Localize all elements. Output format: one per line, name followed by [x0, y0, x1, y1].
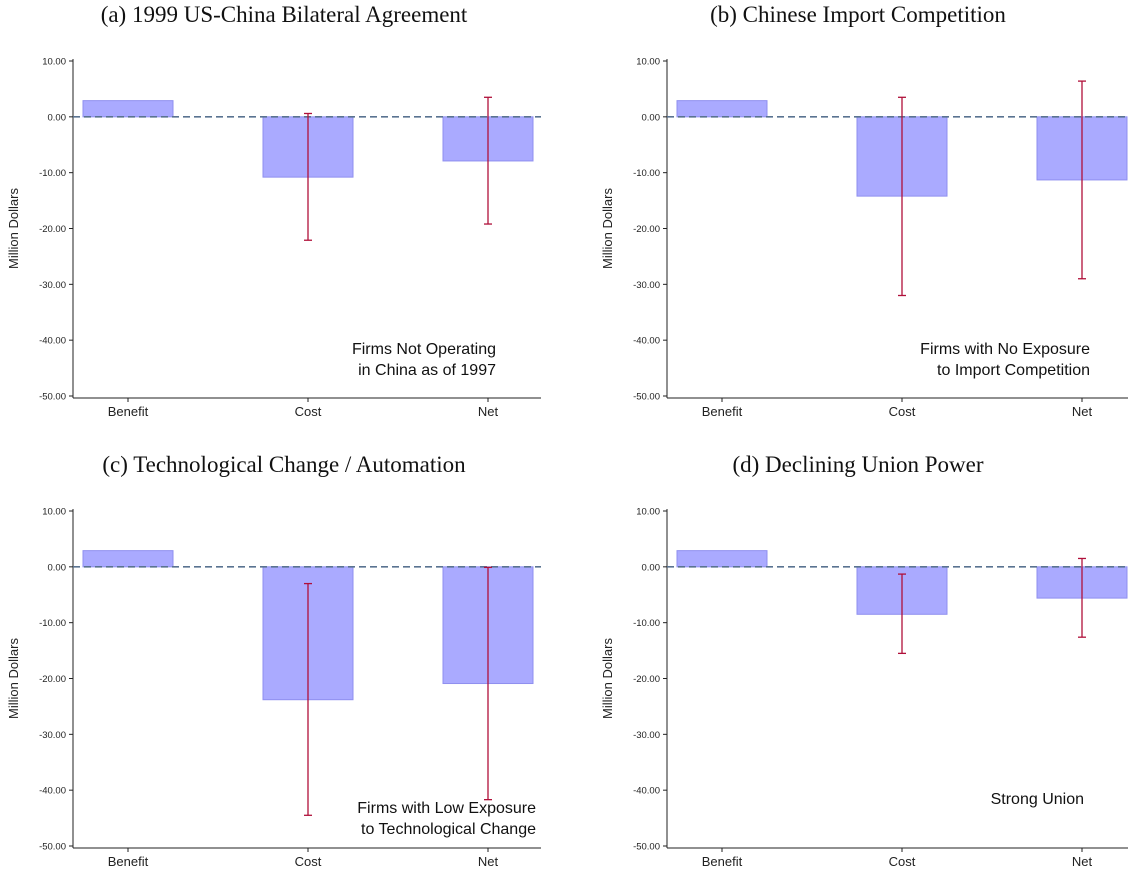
panel-d-y-tick-label: 0.00 [642, 562, 661, 573]
panel-c-y-tick-label: 0.00 [48, 562, 67, 573]
panel-b-y-tick-label: 10.00 [636, 57, 660, 68]
panel-a-y-axis-title: Million Dollars [6, 188, 21, 269]
panel-c-x-tick-label: Net [478, 854, 499, 869]
panel-c-y-tick-label: -40.00 [39, 786, 66, 797]
panel-b-y-tick-label: -20.00 [633, 224, 660, 235]
panel-b-annotation-line: to Import Competition [937, 362, 1090, 379]
panel-c-annotation-line: Firms with Low Exposure [357, 800, 536, 817]
panel-b-title: (b) Chinese Import Competition [710, 2, 1006, 27]
panel-d-y-tick-label: -30.00 [633, 730, 660, 741]
panel-b-y-tick-label: -50.00 [633, 392, 660, 403]
panel-c-y-tick-label: -50.00 [39, 842, 66, 853]
panel-a-y-tick-label: 0.00 [48, 112, 67, 123]
panel-b-y-tick-label: 0.00 [642, 112, 661, 123]
panel-b-x-tick-label: Net [1072, 404, 1093, 419]
panel-d-y-tick-label: -50.00 [633, 842, 660, 853]
panel-c-annotation-line: to Technological Change [361, 821, 536, 838]
panel-a-title: (a) 1999 US-China Bilateral Agreement [100, 2, 468, 27]
panel-c-x-tick-label: Benefit [108, 854, 149, 869]
panel-d-x-tick-label: Benefit [702, 854, 743, 869]
panel-d-error-bar-net [1078, 557, 1086, 638]
panel-c-error-bar-net [484, 566, 492, 801]
panel-d-x-tick-label: Net [1072, 854, 1093, 869]
panel-a-y-tick-label: -30.00 [39, 280, 66, 291]
panel-a-x-tick-label: Cost [295, 404, 322, 419]
panel-d-x-tick-label: Cost [889, 854, 916, 869]
panel-a-annotation-line: Firms Not Operating [352, 341, 496, 358]
panel-a-x-tick-label: Benefit [108, 404, 149, 419]
panel-d-y-tick-label: 10.00 [636, 507, 660, 518]
panel-d-bar-benefit [676, 550, 768, 568]
panel-d-annotation-line: Strong Union [991, 791, 1084, 808]
panel-a-y-tick-label: 10.00 [42, 57, 66, 68]
panel-c-y-tick-label: -30.00 [39, 730, 66, 741]
panel-b-x-tick-label: Cost [889, 404, 916, 419]
panel-a-annotation-line: in China as of 1997 [358, 362, 496, 379]
panel-c-y-axis-title: Million Dollars [6, 638, 21, 719]
panel-a-x-tick-label: Net [478, 404, 499, 419]
panel-b-y-tick-label: -10.00 [633, 168, 660, 179]
panel-a-y-tick-label: -50.00 [39, 392, 66, 403]
panel-d-error-bar-cost [898, 573, 906, 655]
panel-a-y-tick-label: -10.00 [39, 168, 66, 179]
panel-b-error-bar-net [1078, 80, 1086, 280]
panel-c-title: (c) Technological Change / Automation [102, 452, 466, 477]
panel-d-title: (d) Declining Union Power [732, 452, 984, 477]
panel-c-y-tick-label: -20.00 [39, 674, 66, 685]
panel-b-y-tick-label: -30.00 [633, 280, 660, 291]
panel-d-y-axis-title: Million Dollars [600, 638, 615, 719]
panel-d-y-tick-label: -10.00 [633, 618, 660, 629]
panel-b-y-tick-label: -40.00 [633, 336, 660, 347]
panel-a-error-bar-net [484, 96, 492, 225]
panel-a-y-tick-label: -20.00 [39, 224, 66, 235]
panel-b-y-axis-title: Million Dollars [600, 188, 615, 269]
panel-b-error-bar-cost [898, 96, 906, 297]
panel-c-x-tick-label: Cost [295, 854, 322, 869]
panel-d-y-tick-label: -40.00 [633, 786, 660, 797]
panel-c-error-bar-cost [304, 582, 312, 816]
panel-b-x-tick-label: Benefit [702, 404, 743, 419]
panel-c-y-tick-label: -10.00 [39, 618, 66, 629]
panel-c-y-tick-label: 10.00 [42, 507, 66, 518]
panel-b-annotation-line: Firms with No Exposure [920, 341, 1090, 358]
panel-d-y-tick-label: -20.00 [633, 674, 660, 685]
panel-a-y-tick-label: -40.00 [39, 336, 66, 347]
panel-a-error-bar-cost [304, 112, 312, 241]
